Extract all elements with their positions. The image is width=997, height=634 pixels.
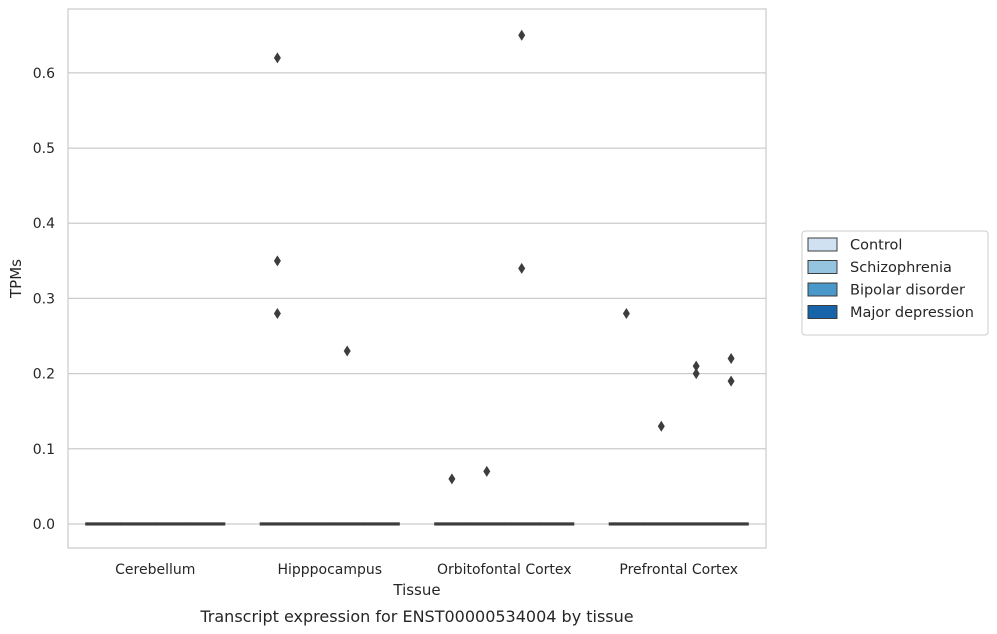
outlier-point: [518, 262, 526, 274]
chart-caption: Transcript expression for ENST0000053400…: [199, 607, 633, 626]
legend-swatch: [807, 237, 838, 252]
y-tick-label: 0.6: [33, 66, 55, 82]
outlier-point: [622, 307, 630, 319]
y-tick-label: 0.4: [33, 216, 55, 232]
legend-label: Control: [850, 238, 902, 254]
outlier-point: [518, 29, 526, 41]
outlier-point: [483, 465, 491, 477]
outlier-point: [727, 375, 735, 387]
x-tick-labels: Cerebellum Hipppocampus Orbitofontal Corte…: [115, 562, 738, 578]
outlier-point: [657, 420, 665, 432]
outlier-point: [727, 353, 735, 365]
outlier-point: [273, 255, 281, 267]
x-tick-label: Hipppocampus: [277, 562, 382, 578]
x-tick-label: Cerebellum: [115, 562, 195, 578]
outlier-point: [273, 307, 281, 319]
x-axis-label: Tissue: [392, 581, 440, 599]
outlier-point: [448, 473, 456, 485]
y-tick-label: 0.3: [33, 291, 55, 307]
y-tick-label: 0.5: [33, 141, 55, 157]
legend-swatch: [807, 260, 838, 274]
outlier-points: [273, 29, 735, 485]
legend-swatch: [807, 305, 838, 319]
legend-label: Bipolar disorder: [850, 283, 965, 299]
outlier-point: [692, 360, 700, 372]
legend-frame: [801, 230, 989, 336]
y-tick-label: 0.1: [33, 442, 55, 458]
legend-swatch: [807, 282, 838, 297]
y-tick-label: 0.0: [33, 517, 55, 533]
x-tick-label: Prefrontal Cortex: [619, 562, 738, 578]
y-gridlines: [68, 72, 766, 525]
legend-label: Schizophrenia: [850, 260, 952, 276]
plot-frame: [67, 8, 767, 549]
outlier-point: [692, 368, 700, 380]
outlier-point: [273, 52, 281, 64]
y-axis-label: TPMs: [7, 259, 25, 299]
y-tick-label: 0.2: [33, 367, 55, 383]
outlier-point: [343, 345, 351, 357]
x-tick-label: Orbitofontal Cortex: [437, 562, 572, 578]
legend: Control Schizophrenia Bipolar disorder Majo…: [801, 230, 989, 336]
boxes: [85, 522, 749, 526]
y-tick-labels: 0.0 0.1 0.2 0.3 0.4 0.5 0.6: [33, 66, 55, 533]
legend-label: Major depression: [850, 305, 974, 321]
